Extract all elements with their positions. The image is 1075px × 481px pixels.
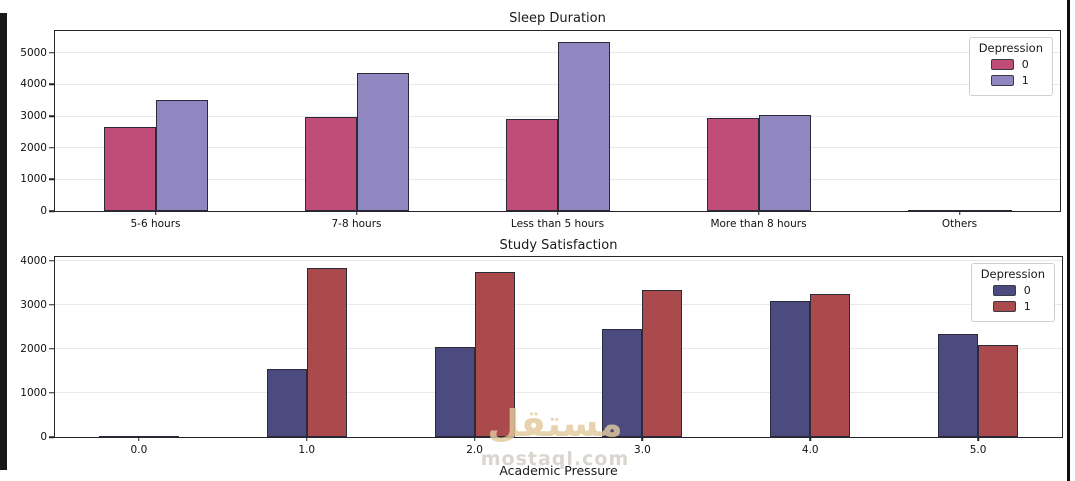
legend-item: 1	[992, 300, 1045, 313]
left-edge-bar	[0, 13, 7, 470]
legend-swatch	[990, 59, 1014, 70]
bar-1-7-8-hours	[356, 73, 409, 211]
y-tick-mark	[49, 210, 54, 212]
chart-title-study-satisfaction: Study Satisfaction	[499, 238, 618, 253]
x-tick-mark	[958, 211, 961, 215]
y-tick-label: 4000	[20, 78, 47, 91]
bar-0-others	[907, 210, 960, 211]
y-tick-mark	[49, 392, 54, 394]
y-tick-label: 4000	[20, 254, 47, 267]
x-tick-mark	[556, 211, 559, 215]
y-tick-label: 5000	[20, 46, 47, 59]
right-edge-line	[1067, 0, 1070, 481]
y-tick-mark	[49, 52, 54, 54]
x-tick-label: 3.0	[634, 444, 651, 456]
bar-0-4.0	[770, 301, 811, 437]
bar-0-less-than-5-hours	[505, 119, 558, 211]
x-tick-label: 4.0	[801, 444, 819, 456]
x-tick-label: 5.0	[969, 444, 987, 456]
bar-0-7-8-hours	[304, 117, 357, 211]
legend-item: 1	[990, 74, 1043, 87]
bar-1-5.0	[978, 345, 1019, 437]
x-tick-label: Others	[941, 218, 978, 230]
bar-0-more-than-8-hours	[706, 118, 759, 211]
x-tick-mark	[355, 211, 358, 215]
grid-line	[55, 392, 1062, 394]
grid-line	[55, 348, 1062, 350]
legend-item-label: 0	[1021, 58, 1029, 71]
bar-1-more-than-8-hours	[758, 115, 811, 211]
x-tick-mark	[641, 437, 644, 441]
bar-1-others	[959, 210, 1012, 211]
legend-title: Depression	[978, 41, 1043, 55]
x-tick-mark	[306, 437, 308, 441]
legend-item-label: 1	[1021, 74, 1029, 87]
sleep-duration-chart: Sleep Duration 0 1000 2000 3000 4000 5000 5-6 …	[20, 11, 1061, 230]
bar-0-3.0	[602, 329, 643, 437]
legend-item: 0	[990, 58, 1043, 71]
y-tick-label: 0	[40, 205, 47, 217]
y-tick-mark	[49, 436, 54, 438]
x-tick-mark	[138, 437, 140, 441]
y-tick-label: 2000	[20, 342, 47, 355]
y-tick-label: 2000	[20, 141, 47, 154]
grid-line	[55, 304, 1062, 306]
y-tick-label: 1000	[20, 173, 47, 186]
study-satisfaction-chart: Study Satisfaction Academic Pressure 0 10…	[20, 238, 1063, 478]
x-tick-label: 5-6 hours	[130, 218, 181, 230]
x-tick-mark	[809, 437, 811, 441]
legend: Depression 0 1	[970, 263, 1055, 322]
y-tick-mark	[49, 178, 54, 181]
x-tick-label: 1.0	[298, 444, 316, 456]
bar-0-0.0	[98, 436, 139, 437]
x-tick-label: 2.0	[466, 444, 483, 456]
y-tick-mark	[49, 146, 54, 149]
bar-1-5-6-hours	[155, 100, 208, 211]
legend-item: 0	[992, 284, 1045, 297]
legend-title: Depression	[980, 267, 1045, 281]
bar-0-1.0	[266, 369, 307, 437]
legend-swatch	[992, 285, 1016, 296]
legend-swatch	[990, 75, 1014, 86]
y-tick-label: 3000	[20, 110, 47, 123]
x-tick-label: Less than 5 hours	[510, 218, 605, 230]
x-tick-mark	[473, 437, 476, 441]
x-tick-label: More than 8 hours	[710, 218, 807, 230]
bar-1-less-than-5-hours	[557, 42, 610, 211]
x-tick-label: 0.0	[130, 444, 148, 456]
y-tick-mark	[49, 83, 54, 86]
y-tick-label: 3000	[20, 298, 47, 311]
bar-0-2.0	[434, 347, 475, 437]
chart-title-sleep-duration: Sleep Duration	[509, 11, 606, 26]
bar-0-5-6-hours	[103, 127, 156, 211]
legend-item-label: 0	[1023, 284, 1031, 297]
y-tick-mark	[49, 115, 54, 117]
bar-1-3.0	[642, 290, 683, 437]
y-tick-mark	[49, 304, 54, 306]
bar-1-1.0	[306, 268, 347, 437]
x-tick-mark	[154, 211, 157, 215]
y-tick-mark	[49, 348, 54, 350]
bar-1-4.0	[810, 294, 851, 437]
legend-item-label: 1	[1023, 300, 1031, 313]
x-tick-mark	[977, 437, 979, 441]
grid-line	[55, 260, 1062, 262]
bar-0-5.0	[938, 334, 979, 437]
y-tick-label: 1000	[20, 386, 47, 399]
y-tick-mark	[49, 260, 54, 262]
x-tick-mark	[757, 211, 760, 215]
legend-swatch	[992, 301, 1016, 312]
bar-1-2.0	[474, 272, 515, 437]
y-tick-label: 0	[40, 431, 47, 443]
x-tick-label: 7-8 hours	[331, 218, 382, 230]
bar-1-0.0	[138, 436, 179, 437]
legend: Depression 0 1	[968, 37, 1053, 96]
x-axis-label-academic-pressure: Academic Pressure	[499, 463, 618, 478]
